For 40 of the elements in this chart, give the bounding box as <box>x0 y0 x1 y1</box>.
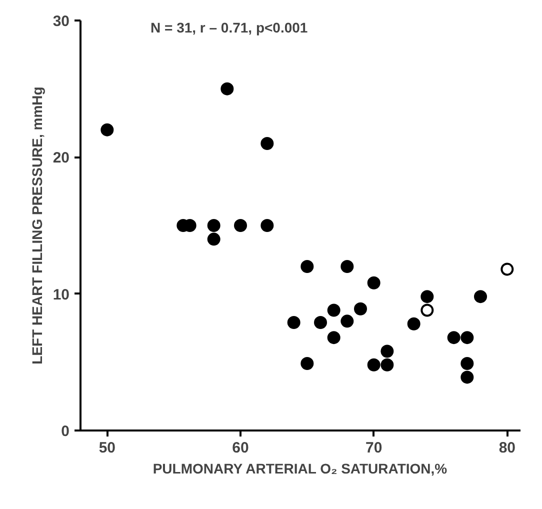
point <box>460 370 474 384</box>
point <box>260 219 274 232</box>
point <box>327 331 340 344</box>
point <box>407 317 420 330</box>
point <box>354 302 367 316</box>
point <box>460 331 474 344</box>
x-tick-label: 70 <box>365 440 382 456</box>
y-tick-label: 20 <box>52 150 70 167</box>
point <box>340 260 354 273</box>
point <box>100 123 114 136</box>
point <box>380 358 394 372</box>
x-axis-title: PULMONARY ARTERIAL O₂ SATURATION,% <box>152 460 448 476</box>
y-tick-label: 30 <box>52 13 70 30</box>
point <box>474 290 487 304</box>
x-tick-label: 80 <box>498 440 516 456</box>
point <box>207 232 220 246</box>
point <box>447 331 460 344</box>
point <box>420 304 434 317</box>
point <box>314 316 327 330</box>
point <box>300 357 314 370</box>
point <box>260 137 274 150</box>
point <box>340 314 354 328</box>
point <box>220 82 234 96</box>
point <box>380 344 394 358</box>
point <box>287 316 300 330</box>
x-tick-label: 60 <box>232 440 249 456</box>
point <box>500 262 514 276</box>
y-tick-label: 0 <box>61 423 70 440</box>
point <box>234 219 247 232</box>
x-tick-label: 50 <box>98 440 116 456</box>
point <box>327 304 340 317</box>
point <box>420 290 434 304</box>
point <box>367 276 380 290</box>
point <box>367 358 380 372</box>
annotation: N = 31, r – 0.71, p<0.001 <box>150 20 308 36</box>
y-tick-label: 10 <box>52 286 70 304</box>
point <box>460 357 474 370</box>
y-axis-title: LEFT HEART FILLING PRESSURE, mmHg <box>28 86 45 364</box>
point <box>207 219 220 232</box>
point <box>300 260 314 273</box>
